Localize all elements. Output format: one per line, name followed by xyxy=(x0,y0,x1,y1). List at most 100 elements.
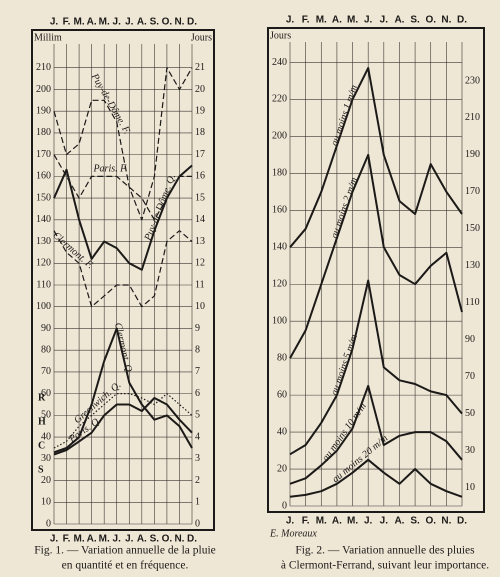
series-line xyxy=(53,154,192,221)
caption: Fig. 1. — Variation annuelle de la pluie xyxy=(34,545,216,557)
y2-tick-label: 6 xyxy=(195,388,200,399)
month-label-bottom: J. xyxy=(113,534,122,545)
y2-tick-label: 12 xyxy=(195,258,205,269)
y2-tick-label: 170 xyxy=(465,186,480,197)
month-label-top: A. xyxy=(137,17,147,28)
month-label-bottom: O. xyxy=(162,534,173,545)
month-label-bottom: D. xyxy=(187,534,197,545)
annotation: R xyxy=(38,392,46,403)
y2-tick-label: 1 xyxy=(195,497,200,508)
y2-tick-label: 8 xyxy=(195,344,200,355)
month-label-bottom: A. xyxy=(332,516,342,527)
y2-tick-label: 90 xyxy=(465,334,475,345)
y-tick-label: 80 xyxy=(277,352,287,363)
y-tick-label: 160 xyxy=(272,205,287,216)
y2-tick-label: 17 xyxy=(195,149,205,160)
month-label-top: M. xyxy=(99,17,110,28)
y-tick-label: 130 xyxy=(36,236,51,247)
y2-tick-label: 15 xyxy=(195,192,205,203)
y-tick-label: 140 xyxy=(272,242,287,253)
month-label-top: A. xyxy=(332,15,342,26)
y-tick-label: 10 xyxy=(41,497,51,508)
y-tick-label: 100 xyxy=(36,301,51,312)
y2-tick-label: 50 xyxy=(465,408,475,419)
month-label-top: M. xyxy=(347,15,358,26)
y2-tick-label: 2 xyxy=(195,475,200,486)
month-label-bottom: F. xyxy=(302,516,310,527)
month-label-bottom: A. xyxy=(87,534,97,545)
y2-tick-label: 10 xyxy=(465,482,475,493)
y2-tick-label: 4 xyxy=(195,431,200,442)
y-axis-label: Jours xyxy=(270,30,291,41)
y-tick-label: 170 xyxy=(36,149,51,160)
month-label-bottom: M. xyxy=(99,534,110,545)
month-label-bottom: J. xyxy=(286,516,295,527)
signature: E. Moreaux xyxy=(269,528,317,539)
y-tick-label: 150 xyxy=(36,192,51,203)
y2-tick-label: 110 xyxy=(465,297,480,308)
y-tick-label: 60 xyxy=(41,388,51,399)
y-axis-label: Millim xyxy=(34,32,62,43)
series-line xyxy=(289,153,463,359)
y-tick-label: 180 xyxy=(36,127,51,138)
series-line xyxy=(289,279,463,456)
month-label-top: M. xyxy=(74,17,85,28)
y2-tick-label: 20 xyxy=(195,84,205,95)
month-label-top: F. xyxy=(63,17,71,28)
y2-tick-label: 13 xyxy=(195,236,205,247)
y2-tick-label: 0 xyxy=(195,518,200,529)
y-tick-label: 0 xyxy=(46,518,51,529)
y-tick-label: 0 xyxy=(282,500,287,511)
month-label-bottom: A. xyxy=(137,534,147,545)
y2-tick-label: 14 xyxy=(195,214,205,225)
y2-tick-label: 18 xyxy=(195,127,205,138)
y2-tick-label: 11 xyxy=(195,279,205,290)
month-label-top: N. xyxy=(441,15,451,26)
y-tick-label: 70 xyxy=(41,366,51,377)
y-tick-label: 40 xyxy=(277,426,287,437)
month-label-top: J. xyxy=(286,15,295,26)
y2-tick-label: 230 xyxy=(465,75,480,86)
y2-tick-label: 190 xyxy=(465,149,480,160)
y2-tick-label: 5 xyxy=(195,410,200,421)
month-label-top: F. xyxy=(302,15,310,26)
caption: en quantité et en fréquence. xyxy=(62,560,189,572)
y-tick-label: 210 xyxy=(36,62,51,73)
month-label-top: J. xyxy=(50,17,59,28)
y-tick-label: 50 xyxy=(41,410,51,421)
y2-tick-label: 21 xyxy=(195,62,205,73)
annotation: S xyxy=(38,464,44,475)
y-tick-label: 110 xyxy=(36,279,51,290)
y2-tick-label: 70 xyxy=(465,371,475,382)
y-tick-label: 220 xyxy=(272,94,287,105)
month-label-top: J. xyxy=(113,17,122,28)
month-label-top: D. xyxy=(457,15,467,26)
month-label-bottom: F. xyxy=(63,534,71,545)
series-line xyxy=(289,384,463,485)
y-tick-label: 180 xyxy=(272,168,287,179)
series-line xyxy=(53,230,193,308)
y2-tick-label: 19 xyxy=(195,105,205,116)
caption: à Clermont-Ferrand, suivant leur importa… xyxy=(281,560,489,572)
y2-tick-label: 10 xyxy=(195,301,205,312)
month-label-bottom: J. xyxy=(380,516,389,527)
y2-tick-label: 150 xyxy=(465,223,480,234)
annotation: C xyxy=(38,440,45,451)
month-label-bottom: J. xyxy=(364,516,373,527)
month-label-bottom: N. xyxy=(174,534,184,545)
month-label-bottom: S. xyxy=(410,516,420,527)
y-tick-label: 140 xyxy=(36,214,51,225)
month-label-bottom: J. xyxy=(125,534,134,545)
month-label-top: J. xyxy=(364,15,373,26)
month-label-top: O. xyxy=(425,15,436,26)
month-label-bottom: S. xyxy=(150,534,160,545)
y-tick-label: 90 xyxy=(41,323,51,334)
month-label-top: A. xyxy=(394,15,404,26)
series-line xyxy=(289,458,463,498)
y-tick-label: 60 xyxy=(277,389,287,400)
series-label: Paris. F. xyxy=(92,164,127,175)
y2-tick-label: 3 xyxy=(195,453,200,464)
y2-tick-label: 30 xyxy=(465,445,475,456)
